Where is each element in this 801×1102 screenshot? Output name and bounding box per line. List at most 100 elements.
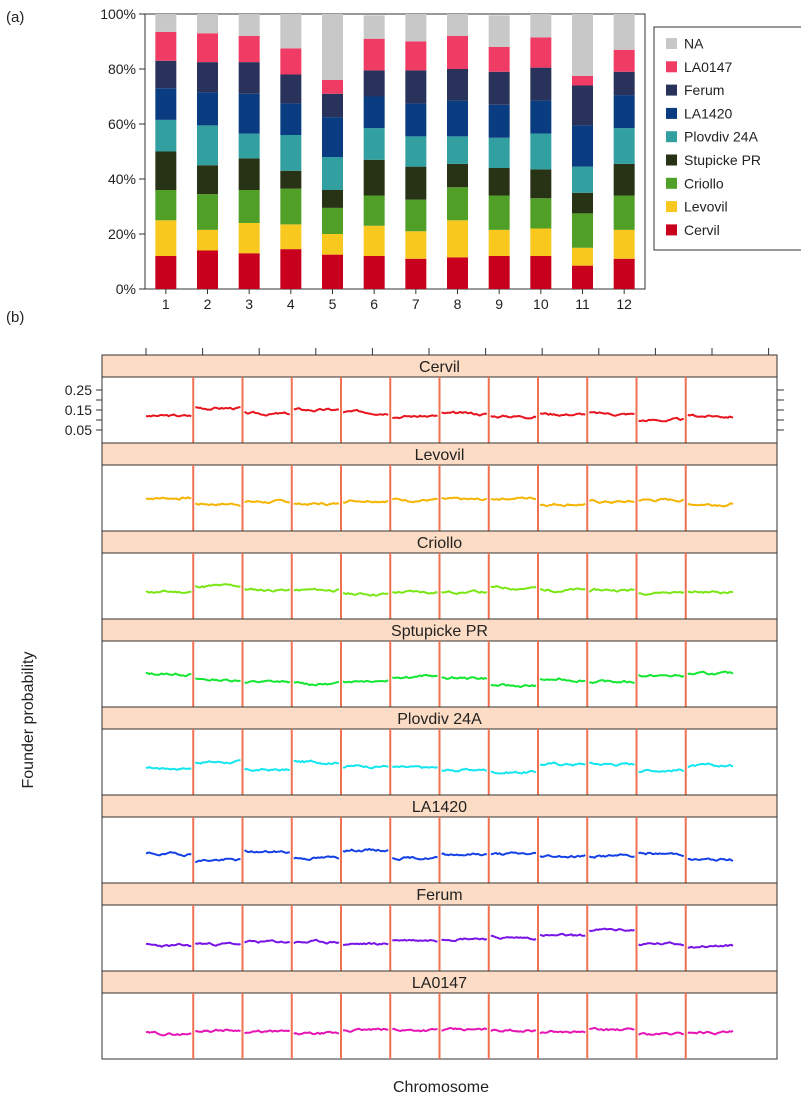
- bar-segment: [572, 14, 593, 76]
- probability-line: [687, 857, 734, 862]
- founder-panel: Plovdiv 24A: [101, 706, 778, 796]
- probability-line: [244, 939, 291, 944]
- bar-segment: [197, 250, 218, 289]
- bar-segment: [572, 265, 593, 289]
- probability-line: [343, 941, 389, 946]
- x-tick-label: 8: [454, 296, 462, 312]
- probability-line: [687, 1029, 734, 1036]
- strip-title: LA0147: [412, 975, 467, 992]
- bar-segment: [613, 14, 635, 50]
- bar-segment: [322, 254, 343, 289]
- probability-line: [145, 942, 192, 948]
- probability-line: [243, 410, 290, 417]
- bar-segment: [488, 195, 510, 230]
- bar-stack: [613, 14, 635, 289]
- probability-line: [638, 1031, 685, 1036]
- probability-line: [490, 496, 537, 502]
- bar-stack: [447, 14, 468, 289]
- panel-a-legend: NA LA0147 Ferum LA1420 Plovdiv 24A Stupicke P…: [653, 26, 801, 251]
- legend-label: LA1420: [684, 105, 732, 121]
- bar-segment: [363, 96, 385, 129]
- panel-b-x-axis-title: Chromosome: [393, 1079, 489, 1096]
- bar-stack: [197, 14, 218, 289]
- probability-line: [392, 414, 438, 420]
- x-tick-label: 6: [370, 296, 378, 312]
- bar-segment: [155, 14, 177, 32]
- bar-segment: [613, 258, 635, 289]
- probability-line: [195, 857, 241, 864]
- probability-line: [687, 590, 734, 595]
- bar-segment: [447, 100, 468, 137]
- bar-segment: [405, 70, 427, 104]
- bar-segment: [155, 60, 177, 89]
- bar-segment: [572, 85, 593, 126]
- bar-segment: [488, 15, 510, 47]
- bar-segment: [530, 198, 552, 229]
- bar-stack: [405, 14, 427, 289]
- bar-segment: [322, 14, 343, 80]
- bar-segment: [405, 258, 427, 289]
- bar-segment: [197, 194, 218, 230]
- legend-swatch: [666, 107, 677, 119]
- probability-line: [195, 759, 241, 765]
- bar-segment: [530, 228, 552, 256]
- bar-segment: [363, 70, 385, 97]
- probability-line: [441, 589, 488, 596]
- y-tick-label: 0%: [116, 281, 136, 297]
- bar-segment: [197, 165, 218, 195]
- probability-line: [244, 767, 290, 772]
- probability-line: [392, 1027, 438, 1033]
- probability-line: [244, 849, 290, 855]
- strip-title: Levovil: [415, 447, 465, 464]
- bar-segment: [530, 256, 552, 289]
- y-tick-label: 60%: [108, 116, 136, 132]
- strip-title: Plovdiv 24A: [397, 711, 482, 728]
- bar-segment: [613, 49, 635, 72]
- probability-line: [342, 591, 389, 597]
- bar-segment: [572, 125, 593, 167]
- x-tick-label: 11: [575, 296, 590, 312]
- bar-segment: [322, 157, 343, 190]
- bar-segment: [530, 133, 552, 170]
- bar-segment: [280, 249, 302, 289]
- bar-segment: [363, 128, 385, 160]
- bar-segment: [363, 195, 385, 226]
- probability-line: [293, 759, 339, 766]
- y-tick-label: 0.15: [65, 402, 92, 418]
- bar-segment: [238, 93, 260, 134]
- strip-title: Ferum: [416, 887, 462, 904]
- bar-segment: [572, 75, 593, 86]
- bar-segment: [488, 137, 510, 168]
- probability-line: [145, 589, 192, 594]
- bar-segment: [530, 169, 552, 199]
- panel-a-y-axis: 0% 20% 40% 60% 80% 100%: [100, 6, 145, 297]
- bar-segment: [613, 163, 635, 196]
- probability-line: [194, 583, 241, 589]
- founder-panel: Levovil: [101, 442, 778, 532]
- x-tick-label: 9: [495, 296, 503, 312]
- strip-title: Cervil: [419, 359, 460, 376]
- bar-segment: [405, 41, 427, 71]
- bar-segment: [488, 104, 510, 138]
- bar-segment: [363, 38, 385, 71]
- bar-segment: [197, 14, 218, 34]
- bar-segment: [447, 14, 468, 36]
- probability-line: [539, 587, 586, 594]
- probability-line: [244, 587, 291, 593]
- probability-line: [539, 932, 586, 937]
- probability-line: [539, 502, 586, 508]
- bar-stack: [322, 14, 343, 289]
- bar-segment: [530, 67, 552, 101]
- legend-label: Ferum: [684, 82, 724, 98]
- founder-panel: Sptupicke PR: [101, 618, 778, 708]
- probability-line: [342, 499, 389, 504]
- panel-a-stacked-bar-chart: (a) 0%20%40%60%80%100% 1 2 3 4 5 6 7 8 9 10 11 12 N…: [6, 6, 801, 312]
- bar-segment: [530, 37, 552, 68]
- bar-segment: [572, 192, 593, 214]
- bar-segment: [363, 15, 385, 39]
- probability-line: [687, 413, 734, 419]
- bar-segment: [613, 71, 635, 96]
- probability-line: [342, 1027, 389, 1033]
- probability-line: [490, 682, 537, 689]
